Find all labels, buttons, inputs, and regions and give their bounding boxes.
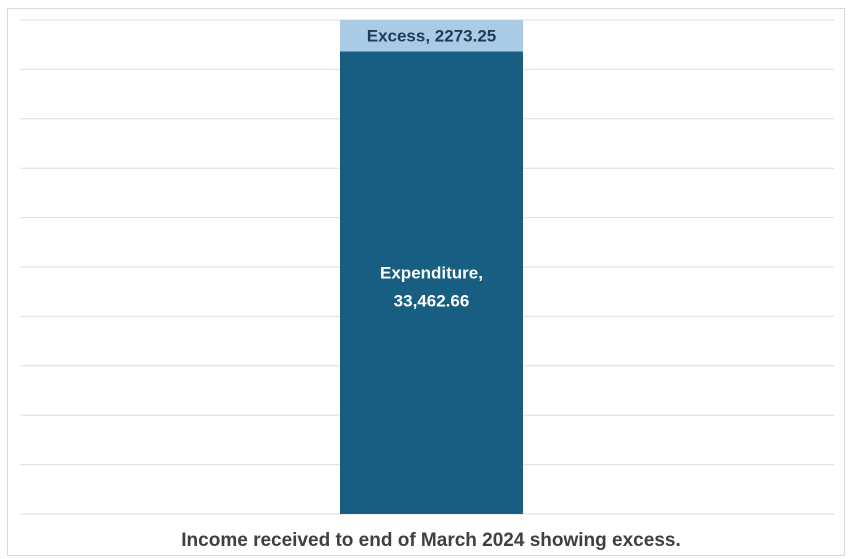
clipped-top-caption [0,0,849,7]
chart-title: Income received to end of March 2024 sho… [181,530,680,551]
bar-segment-expenditure [340,51,523,515]
data-label-excess: Excess, 2273.25 [367,27,497,46]
data-label-expenditure: Expenditure, 33,462.66 [380,264,483,311]
chart-area: Expenditure, 33,462.66 Excess, 2273.25 Inco… [7,8,845,556]
stacked-bar-chart: Expenditure, 33,462.66 Excess, 2273.25 Inco… [20,19,834,551]
bar-segment-excess [340,20,523,52]
